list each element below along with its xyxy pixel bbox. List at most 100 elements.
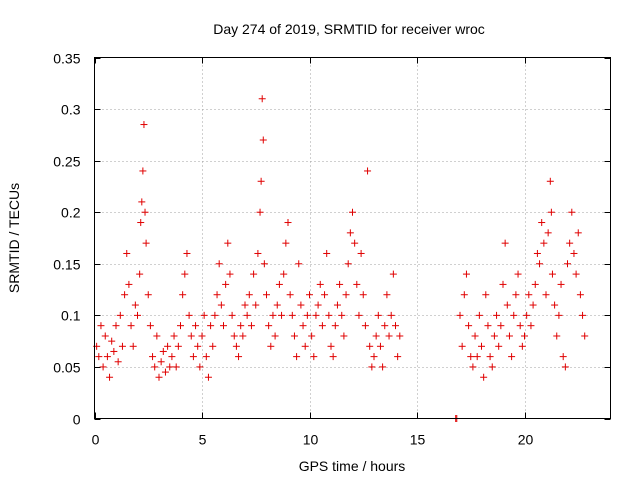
data-point [308, 332, 316, 340]
data-point [200, 311, 208, 319]
data-point [533, 249, 541, 257]
data-point [103, 353, 111, 361]
y-tick-label: 0.2 [61, 205, 81, 221]
y-tick-label: 0.15 [53, 257, 80, 273]
data-point [551, 301, 559, 309]
chart-title: Day 274 of 2019, SRMTID for receiver wro… [213, 21, 485, 37]
data-point [364, 167, 372, 175]
data-point [273, 301, 281, 309]
data-point [168, 353, 176, 361]
data-point [202, 353, 210, 361]
data-point [340, 332, 348, 340]
data-point [137, 219, 145, 227]
data-point [385, 332, 393, 340]
data-point [486, 353, 494, 361]
y-axis-label: SRMTID / TECUs [6, 183, 22, 293]
data-point [204, 373, 212, 381]
data-point [353, 280, 361, 288]
data-point [215, 260, 223, 268]
data-point [387, 311, 395, 319]
data-point [170, 332, 178, 340]
x-tick-label: 0 [92, 432, 100, 448]
data-point [536, 260, 544, 268]
data-points [93, 95, 589, 422]
data-point [155, 373, 163, 381]
data-point [473, 353, 481, 361]
data-point [564, 260, 571, 268]
data-point [389, 270, 397, 278]
data-point [475, 311, 483, 319]
data-point [458, 342, 466, 350]
data-point [192, 322, 200, 330]
data-point [265, 322, 273, 330]
data-point [257, 177, 265, 185]
data-point [523, 311, 531, 319]
data-point [394, 353, 402, 361]
data-point [527, 322, 535, 330]
y-ticks: 0 0.05 0.1 0.15 0.2 0.25 0.3 0.35 [53, 51, 611, 428]
data-point [134, 311, 141, 319]
data-point [141, 208, 149, 216]
data-point [544, 229, 552, 237]
data-point [267, 342, 275, 350]
data-point [196, 363, 204, 371]
data-point [226, 270, 234, 278]
x-axis-label: GPS time / hours [299, 458, 406, 474]
data-point [342, 291, 350, 299]
data-point [110, 347, 118, 355]
data-point [136, 270, 144, 278]
data-point [323, 249, 331, 257]
plot-frame [94, 57, 611, 419]
data-point [503, 301, 511, 309]
data-point [247, 322, 255, 330]
data-point [482, 291, 490, 299]
data-point [198, 332, 206, 340]
data-point [220, 322, 227, 330]
data-point [548, 270, 556, 278]
data-point [316, 280, 324, 288]
data-point [357, 249, 365, 257]
data-point [271, 332, 279, 340]
data-point [159, 347, 167, 355]
data-point [465, 322, 473, 330]
data-point [510, 311, 518, 319]
data-point [207, 322, 215, 330]
data-point [172, 363, 180, 371]
data-point [149, 353, 157, 361]
data-point [239, 332, 247, 340]
data-point [368, 363, 376, 371]
data-point [306, 291, 313, 299]
data-point [516, 322, 524, 330]
data-point [131, 301, 139, 309]
data-point [183, 249, 191, 257]
data-point [379, 363, 387, 371]
data-point [101, 332, 109, 340]
data-point [370, 353, 378, 361]
data-point [106, 373, 114, 381]
data-point [514, 270, 522, 278]
data-point [230, 332, 238, 340]
data-point [224, 239, 232, 247]
data-point [383, 291, 391, 299]
data-point [351, 239, 359, 247]
data-point [127, 322, 135, 330]
data-point [312, 311, 320, 319]
x-tick-label: 10 [303, 432, 319, 448]
data-point [232, 342, 240, 350]
data-point [228, 311, 236, 319]
data-point [381, 322, 389, 330]
data-point [140, 121, 148, 129]
data-point [579, 311, 587, 319]
data-point [256, 208, 264, 216]
data-point [529, 301, 537, 309]
data-point [121, 291, 129, 299]
data-point [280, 270, 288, 278]
data-point [142, 239, 150, 247]
data-point [222, 280, 230, 288]
data-point [553, 332, 561, 340]
data-point [97, 322, 105, 330]
data-point [310, 353, 318, 361]
data-point [471, 332, 479, 340]
data-point [336, 280, 344, 288]
data-point [260, 260, 268, 268]
